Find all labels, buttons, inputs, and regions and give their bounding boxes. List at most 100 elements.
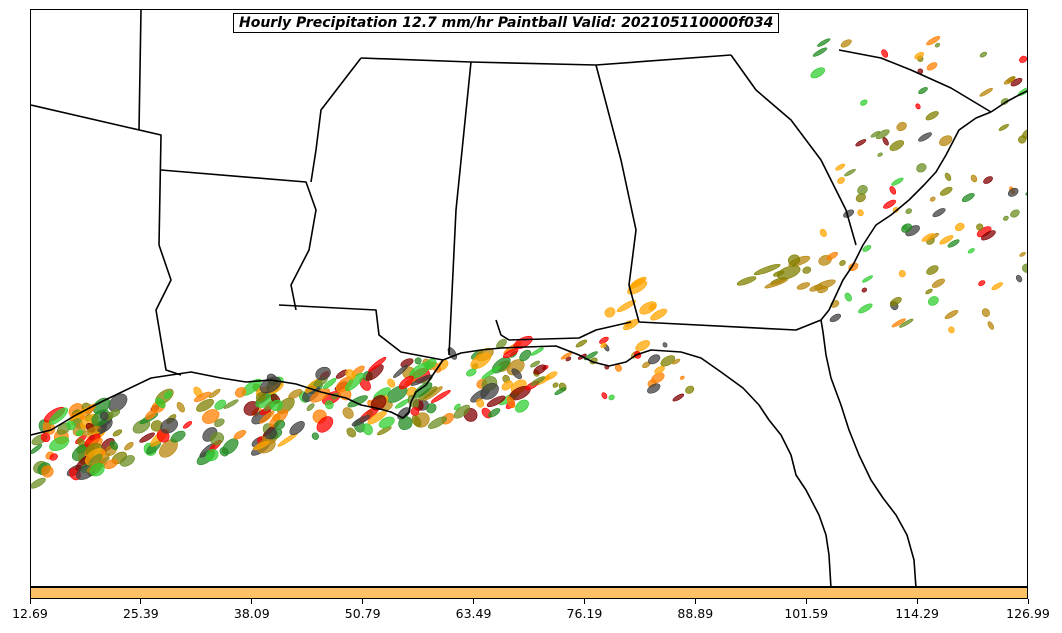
colorbar-tick (694, 599, 696, 604)
precip-blob (932, 208, 946, 218)
precip-blob (627, 280, 648, 295)
precip-blob (41, 465, 54, 478)
precip-blob (410, 407, 420, 416)
precip-blob (255, 391, 266, 402)
precip-blob (970, 174, 978, 183)
precip-blob (814, 279, 836, 290)
arkansas-louisiana-line (31, 104, 182, 376)
precip-blob (316, 416, 334, 433)
precip-blob (351, 415, 370, 427)
la-ms-line (278, 304, 444, 361)
precip-blob (899, 318, 914, 328)
precip-blob (810, 67, 826, 79)
colorbar-tick-label: 63.49 (455, 606, 492, 621)
precip-blob (40, 432, 51, 443)
precip-blob (991, 282, 1004, 291)
colorbar-tick (362, 599, 364, 604)
precip-blob (345, 369, 356, 380)
precip-blob (647, 383, 661, 394)
colorbar-tick-label: 12.69 (12, 606, 48, 621)
precip-blob (939, 235, 954, 245)
precip-blob (976, 223, 984, 231)
state-boundaries (31, 10, 1027, 586)
precip-blob (1002, 215, 1009, 221)
tennessee-south-line (360, 54, 732, 66)
precip-blob (925, 288, 933, 295)
precip-blob (530, 376, 546, 386)
precip-blob (967, 248, 975, 254)
precip-blob (662, 342, 668, 348)
precip-blob (1025, 190, 1027, 196)
precip-blob (1022, 128, 1027, 139)
precip-blob (196, 398, 214, 412)
precip-blob (108, 393, 128, 412)
precip-blob (889, 297, 902, 306)
precip-blob (817, 38, 831, 47)
precip-blob (844, 168, 856, 177)
precip-blob (400, 358, 414, 368)
arkansas-north-line (138, 10, 142, 131)
colorbar-tick (29, 599, 31, 604)
precip-blob (362, 423, 373, 436)
precip-blob (654, 365, 665, 374)
precip-blob (679, 375, 685, 380)
florida-east-coast (820, 111, 992, 586)
precip-blob (387, 378, 396, 388)
precip-blob (150, 420, 163, 432)
precip-blob (75, 429, 84, 437)
precip-blob (124, 442, 134, 451)
colorbar-tick (805, 599, 807, 604)
precip-blob (120, 455, 135, 467)
precip-blob (947, 239, 960, 248)
precip-blob (511, 368, 522, 380)
precip-blob (48, 407, 69, 425)
precip-blob (430, 389, 451, 403)
precip-blob (862, 275, 873, 283)
precip-blob (802, 266, 812, 274)
precip-blob (530, 347, 544, 356)
precip-blob (1022, 263, 1027, 273)
precip-blob (89, 463, 105, 477)
precip-blob (898, 270, 906, 278)
precip-blob (944, 172, 952, 181)
ms-west-line (310, 57, 362, 183)
precip-blob (835, 163, 846, 171)
colorbar-tick-label: 126.99 (1006, 606, 1050, 621)
precip-blob (476, 398, 485, 408)
al-ga-line (595, 64, 822, 331)
precip-blob (939, 186, 953, 196)
precip-blob (1003, 76, 1016, 85)
precip-blob (481, 365, 502, 379)
precip-blob (926, 62, 938, 71)
precip-blob (1000, 98, 1009, 105)
precip-blob (554, 387, 567, 395)
precip-blob (193, 391, 212, 402)
precip-blob (998, 123, 1009, 131)
map-panel (30, 9, 1028, 587)
colorbar-tick-label: 50.79 (344, 606, 381, 621)
precip-blob (931, 278, 945, 288)
precip-blob (925, 111, 939, 121)
precip-blob (1010, 209, 1020, 218)
colorbar-tick-label: 38.09 (233, 606, 270, 621)
precip-blob (981, 230, 996, 241)
colorbar-tick-label: 25.39 (122, 606, 159, 621)
precip-blob (49, 453, 58, 461)
precip-blob (306, 403, 315, 411)
precip-blob (270, 399, 283, 412)
precip-blob (926, 265, 939, 275)
precip-blob (170, 430, 186, 443)
precip-blob (837, 177, 845, 184)
precip-blob (870, 131, 881, 138)
precip-blob (889, 140, 905, 151)
colorbar-tick (1027, 599, 1029, 604)
precip-blob (583, 351, 598, 361)
precip-blob (31, 444, 43, 455)
precip-blob (839, 260, 846, 266)
colorbar (30, 587, 1028, 599)
precip-blob (901, 223, 913, 233)
colorbar-tick (583, 599, 585, 604)
precip-blob (796, 282, 811, 290)
precip-blob (288, 389, 303, 399)
precip-blob (648, 354, 661, 365)
